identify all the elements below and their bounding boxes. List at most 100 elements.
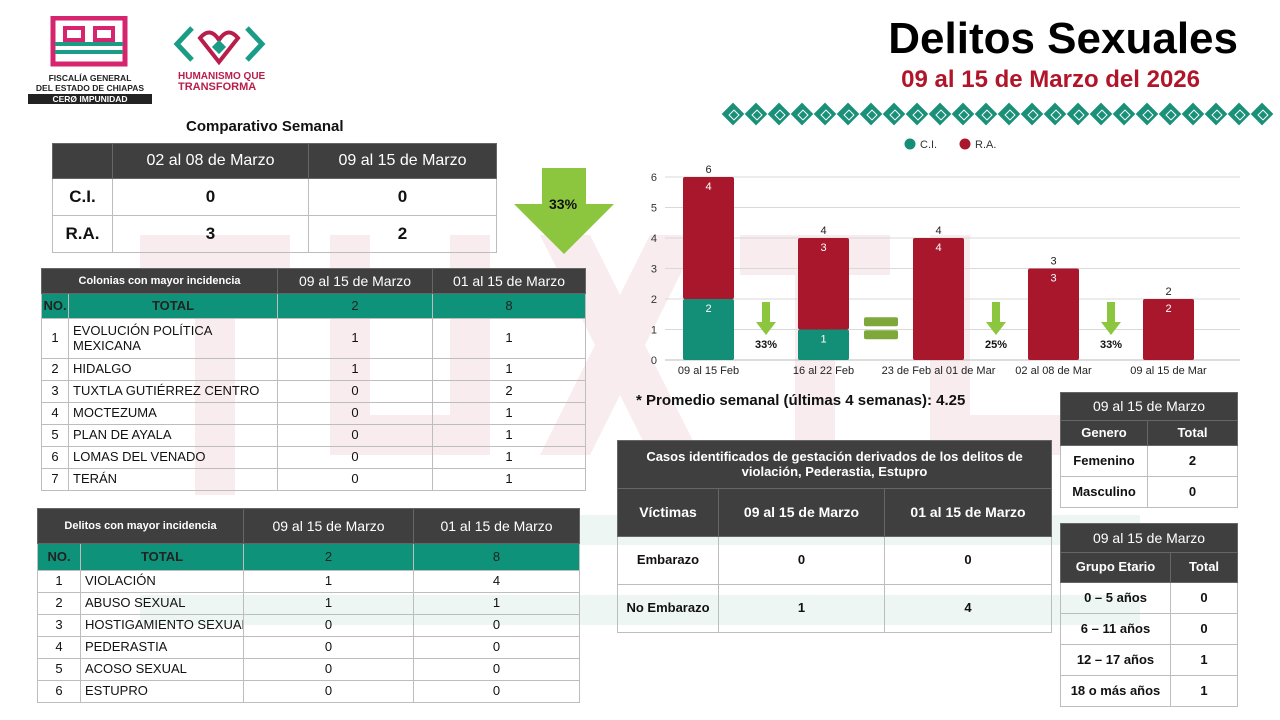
title-row: 09 al 15 de Marzo [1059, 523, 1239, 553]
diamond-icon [814, 103, 836, 125]
x-tick-label: 16 al 22 Feb [793, 365, 854, 377]
table-cell: TERÁN [68, 468, 278, 491]
bar-total-label: 3 [1050, 256, 1056, 268]
table-cell: 4 [41, 402, 69, 425]
table-row: 2 ABUSO SEXUAL 1 1 [37, 592, 580, 615]
table-cell: ESTUPRO [80, 680, 244, 703]
diamond-icon [1159, 103, 1181, 125]
column-header: Genero [1060, 420, 1148, 446]
diamond-icon [1228, 103, 1250, 125]
diamond-icon [745, 103, 767, 125]
table-row: 7 TERÁN 0 1 [41, 468, 586, 491]
bar-ra [683, 177, 734, 299]
table-cell: 1 [243, 570, 414, 593]
table-cell: HOSTIGAMIENTO SEXUAL [80, 614, 244, 637]
table-row: 1 EVOLUCIÓN POLÍTICA MEXICANA 1 1 [41, 318, 586, 359]
change-label: 33% [1100, 339, 1122, 351]
title-row: 09 al 15 de Marzo [1059, 392, 1239, 421]
table-cell: 3 [41, 380, 69, 403]
y-tick-label: 0 [651, 355, 657, 367]
table-row: 18 o más años 1 [1060, 675, 1239, 707]
table-cell: Masculino [1060, 476, 1148, 508]
table-cell: 1 [37, 570, 81, 593]
table-cell: C.I. [52, 178, 113, 216]
table-cell: 1 [277, 318, 433, 359]
x-tick-label: 09 al 15 Feb [678, 365, 739, 377]
bar-value-label: 4 [935, 242, 941, 254]
table-cell: 6 [41, 446, 69, 469]
bar-ra [798, 238, 849, 330]
diamond-icon [883, 103, 905, 125]
bar-ci [683, 299, 734, 360]
genero-table: 09 al 15 de Marzo Genero Total Femenino 2 Mas… [1059, 392, 1239, 508]
equal-icon [864, 330, 898, 340]
column-header: Grupo Etario [1060, 552, 1171, 583]
diamond-icon [975, 103, 997, 125]
table-cell: 4 [413, 570, 580, 593]
table-cell: 1 [432, 402, 586, 425]
table-cell: 5 [37, 658, 81, 681]
table-cell: 0 [718, 536, 885, 585]
fiscalia-logo: FISCALÍA GENERAL DEL ESTADO DE CHIAPAS C… [20, 15, 160, 104]
table-cell: ABUSO SEXUAL [80, 592, 244, 615]
weekly-bar-chart: 0 1 2 3 4 5 6 2 4 6 09 al 15 Feb 1 3 4 16 al 22 Feb 4 4 2… [651, 138, 1240, 377]
table-cell: 1 [432, 468, 586, 491]
diamond-icon [1205, 103, 1227, 125]
diamond-icon [1113, 103, 1135, 125]
table-cell: 0 [243, 636, 414, 659]
logo-text: HUMANISMO QUE [178, 71, 266, 82]
column-header: 01 al 15 de Marzo [883, 488, 1053, 537]
table-row: 0 – 5 años 0 [1060, 582, 1239, 614]
table-cell: 09 al 15 de Marzo [1059, 523, 1239, 553]
diamond-icon [1182, 103, 1204, 125]
weekly-change-label: 33% [549, 196, 578, 212]
bar-value-label: 2 [705, 303, 711, 315]
table-row: 3 HOSTIGAMIENTO SEXUAL 0 0 [37, 614, 580, 637]
logo-text: DEL ESTADO DE CHIAPAS [35, 83, 145, 93]
table-cell: 09 al 15 de Marzo [1059, 392, 1239, 421]
table-cell: 2 [1146, 445, 1239, 477]
table-cell: Colonias con mayor incidencia [41, 268, 278, 294]
y-tick-label: 1 [651, 325, 657, 337]
table-cell: 0 [308, 178, 497, 216]
table-cell: 0 [277, 402, 433, 425]
diamond-icon [952, 103, 974, 125]
table-cell: 0 [277, 424, 433, 447]
legend-marker-ra [959, 138, 971, 150]
table-cell: 4 [883, 584, 1053, 633]
table-row: 4 MOCTEZUMA 0 1 [41, 402, 586, 425]
x-tick-label: 23 de Feb al 01 de Mar [882, 365, 996, 377]
column-header: Víctimas [617, 488, 719, 537]
table-cell: 7 [41, 468, 69, 491]
table-cell: Casos identificados de gestación derivad… [616, 440, 1053, 489]
bar-ra [913, 238, 964, 360]
table-row: 5 ACOSO SEXUAL 0 0 [37, 658, 580, 681]
decorative-diamond-band [722, 103, 1273, 125]
fiscalia-emblem-icon [50, 15, 128, 67]
bar-ci [798, 329, 849, 360]
promedio-semanal-note: * Promedio semanal (últimas 4 semanas): … [636, 392, 966, 409]
table-cell: 1 [277, 358, 433, 381]
table-cell: 3 [37, 614, 81, 637]
table-cell: 0 – 5 años [1060, 582, 1171, 614]
table-cell: 2 [41, 358, 69, 381]
legend-label: R.A. [975, 139, 996, 151]
table-cell: No Embarazo [617, 584, 719, 633]
table-row: 6 ESTUPRO 0 0 [37, 680, 580, 703]
table-cell: NO. [37, 543, 81, 571]
table-cell: Delitos con mayor incidencia [37, 508, 244, 544]
table-cell: PEDERASTIA [80, 636, 244, 659]
table-row: 5 PLAN DE AYALA 0 1 [41, 424, 586, 447]
table-row: R.A. 3 2 [52, 215, 497, 253]
table-cell: 0 [1169, 613, 1239, 645]
page-subtitle: 09 al 15 de Marzo del 2026 [901, 66, 1200, 93]
table-cell: 01 al 15 de Marzo [413, 508, 580, 544]
table-cell: 18 o más años [1060, 675, 1171, 707]
table-cell: 8 [413, 543, 580, 571]
logo-text: FISCALÍA GENERAL [48, 73, 132, 83]
bar-value-label: 3 [1050, 273, 1056, 285]
header-row: Genero Total [1060, 420, 1239, 446]
table-cell: 0 [413, 636, 580, 659]
table-cell: 6 – 11 años [1060, 613, 1171, 645]
diamond-icon [722, 103, 744, 125]
